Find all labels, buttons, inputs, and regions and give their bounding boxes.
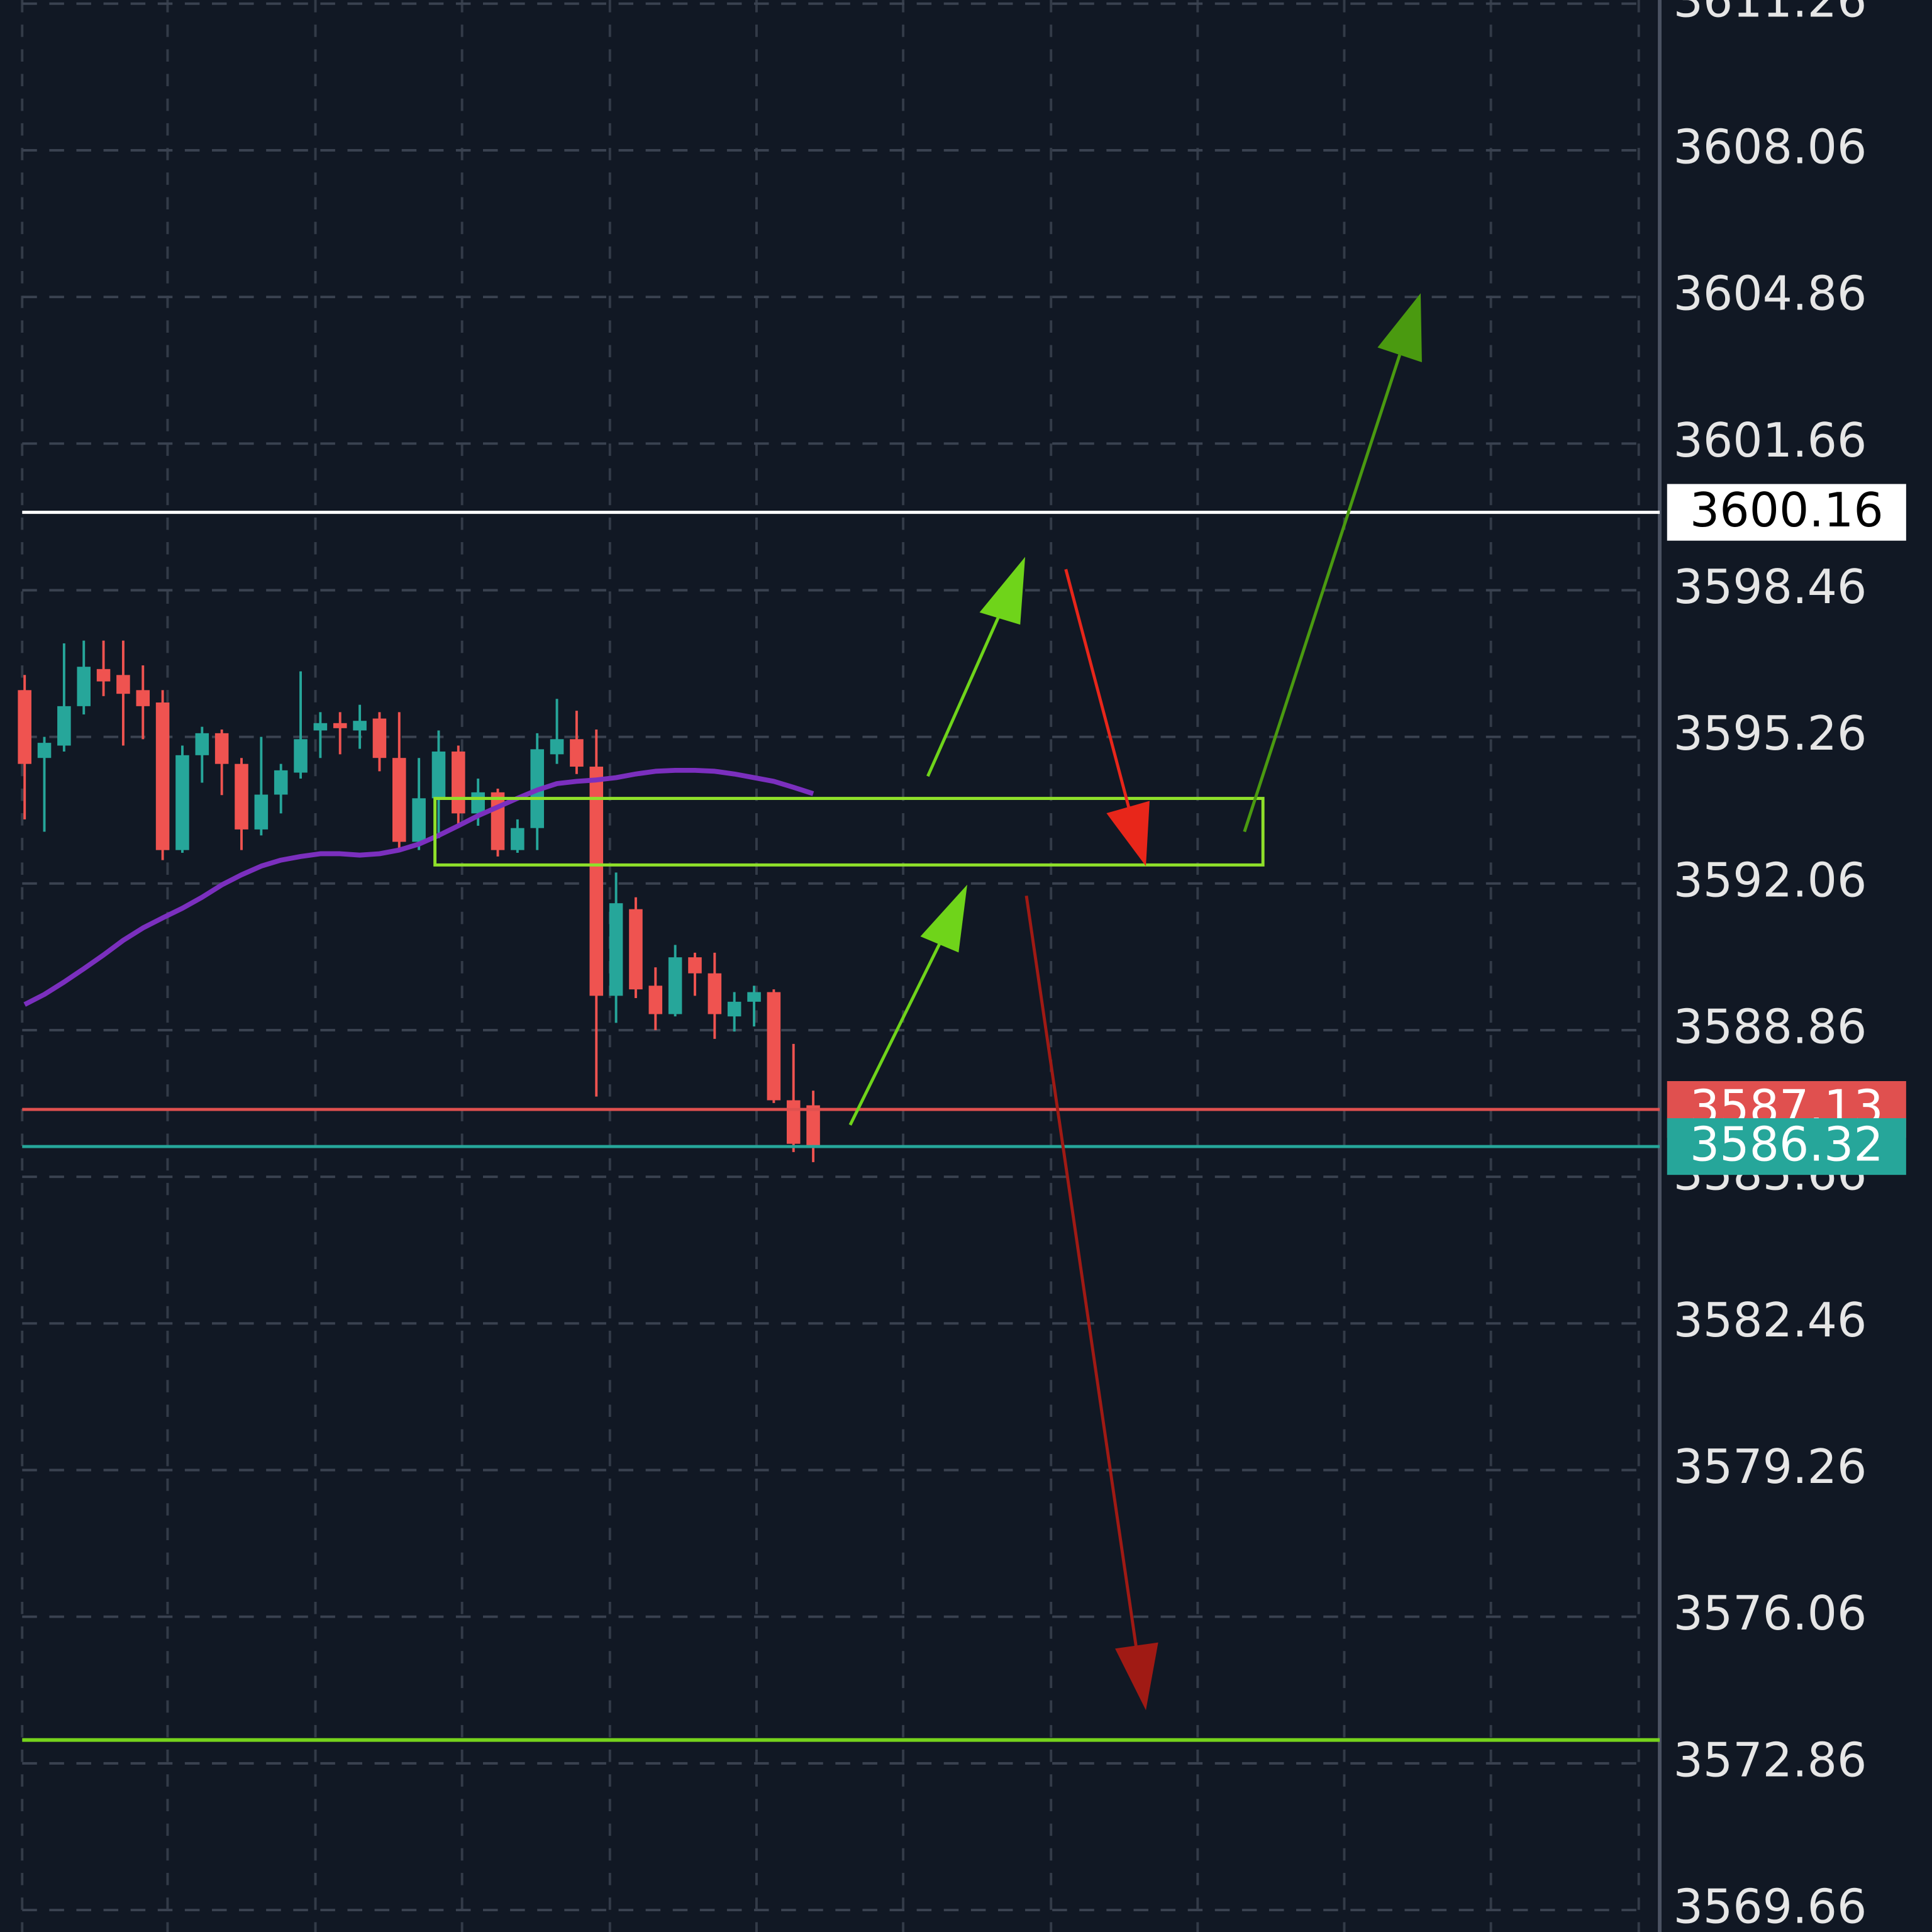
candle-body — [77, 667, 91, 706]
candle-body — [195, 733, 209, 755]
price-label-box — [1667, 1118, 1906, 1175]
y-tick-label: 3604.86 — [1674, 267, 1867, 321]
candle-body — [18, 690, 31, 764]
candle-body — [57, 706, 71, 746]
candle-body — [609, 903, 623, 996]
arrow-head — [979, 557, 1026, 625]
y-tick-label: 3579.26 — [1674, 1440, 1867, 1494]
y-tick-label: 3601.66 — [1674, 413, 1867, 468]
arrow-head — [1115, 1642, 1158, 1711]
candle-body — [589, 767, 604, 996]
candle-body — [37, 743, 52, 758]
price-label-box — [1667, 484, 1906, 541]
y-tick-label: 3608.06 — [1674, 119, 1867, 174]
y-tick-label: 3588.86 — [1674, 1000, 1867, 1055]
candle-body — [155, 702, 170, 850]
arrow-head — [920, 884, 967, 953]
candle-body — [708, 973, 722, 1014]
candle-body — [235, 763, 248, 830]
arrow-line — [848, 939, 943, 1126]
candle-body — [668, 957, 682, 1014]
candle-body — [116, 675, 130, 694]
candle-body — [767, 992, 781, 1101]
candle-body — [333, 723, 347, 728]
zone-box — [433, 797, 1265, 867]
price-label: 3600.16 — [1690, 483, 1884, 538]
candle-body — [96, 669, 111, 682]
candle-body — [747, 992, 761, 1002]
candle-body — [786, 1100, 801, 1144]
price-label: 3586.32 — [1690, 1118, 1884, 1172]
arrow-line — [1243, 354, 1401, 833]
candle-body — [511, 828, 525, 850]
y-tick-label: 3598.46 — [1674, 560, 1867, 614]
candle-body — [136, 690, 150, 706]
candle-body — [372, 718, 387, 758]
candle-body — [806, 1105, 820, 1146]
arrow-line — [926, 611, 1002, 777]
y-tick-label: 3576.06 — [1674, 1586, 1867, 1641]
candle-body — [254, 794, 269, 830]
candle-body — [175, 755, 189, 850]
drawings — [433, 293, 1422, 1711]
candle-body — [550, 739, 564, 755]
y-tick-label: 3611.26 — [1674, 0, 1867, 28]
candle-body — [688, 957, 702, 974]
candle-body — [431, 751, 446, 799]
arrow-head — [1106, 801, 1150, 867]
y-tick-label: 3592.06 — [1674, 853, 1867, 908]
candle-body — [313, 723, 328, 731]
candle-body — [412, 798, 426, 842]
y-tick-label: 3572.86 — [1674, 1733, 1867, 1787]
arrow-line — [1064, 569, 1130, 808]
candle-body — [274, 770, 288, 795]
candle-body — [491, 792, 505, 850]
candle-body — [648, 985, 663, 1014]
candle-body — [471, 792, 485, 814]
arrow-line — [1024, 895, 1138, 1646]
y-tick-label: 3595.26 — [1674, 706, 1867, 761]
moving-average — [23, 767, 814, 1007]
arrow-head — [1377, 293, 1422, 362]
candle-body — [294, 739, 308, 773]
candle-body — [570, 739, 584, 767]
y-tick-label: 3569.66 — [1674, 1880, 1867, 1932]
candle-body — [214, 733, 229, 764]
y-tick-label: 3582.46 — [1674, 1293, 1867, 1348]
candle-body — [452, 751, 465, 814]
y-axis: 3611.26 3608.06 3604.86 3601.66 3598.46 3595.… — [1674, 0, 1867, 1932]
candle-body — [629, 909, 643, 990]
candle-body — [392, 758, 406, 842]
candle-body — [727, 1001, 741, 1017]
candle-body — [353, 721, 367, 731]
